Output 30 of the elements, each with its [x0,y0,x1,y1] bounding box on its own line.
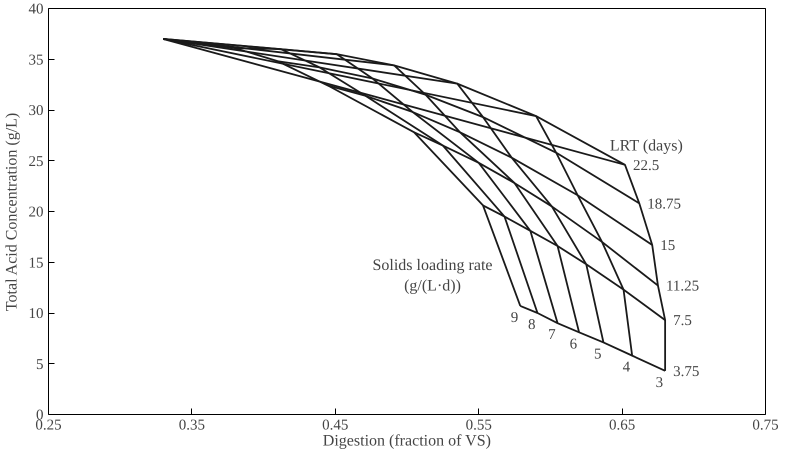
y-tick-label: 30 [28,103,44,119]
series-label: 9 [510,310,518,326]
y-tick-label: 5 [36,356,44,373]
y-tick-label: 25 [28,154,44,170]
series-label: 3.75 [673,364,700,380]
series-label: 15 [660,238,676,254]
x-tick-label: 0.35 [178,418,206,434]
x-tick-label: 0.75 [752,418,779,434]
series-label: 5 [594,346,602,362]
series-label: 3 [656,374,664,391]
annotation: Solids loading rate (g/(L·d)) [372,257,492,294]
y-axis-title: Total Acid Concentration (g/L) [4,112,20,312]
y-tick-label: 15 [28,255,44,272]
y-tick-label: 35 [28,52,44,68]
annotation: LRT (days) [610,138,683,154]
y-tick-label: 20 [28,204,44,220]
series-label: 18.75 [647,196,682,212]
series-label: 7 [548,327,556,344]
series-label: 8 [528,317,536,333]
x-axis-title: Digestion (fraction of VS) [322,432,491,450]
series-label: 4 [622,360,631,376]
x-tick-label: 0.65 [608,418,636,434]
series-label: 7.5 [673,313,692,330]
y-tick-label: 40 [28,2,44,18]
series-label: 6 [570,336,578,352]
x-tick-label: 0.55 [466,418,492,434]
x-tick-label: 0.45 [322,418,348,434]
series-label: 11.25 [666,278,700,295]
series-label: 22.5 [632,158,660,174]
y-tick-label: 10 [28,306,44,322]
